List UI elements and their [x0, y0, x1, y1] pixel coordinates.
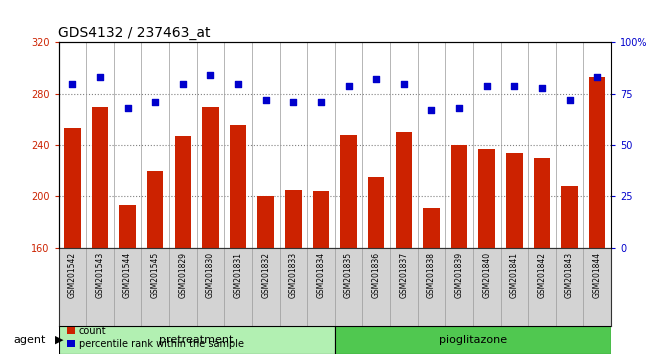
Text: agent: agent [13, 335, 46, 345]
Point [150, 99, 161, 105]
Text: GSM201543: GSM201543 [96, 252, 105, 298]
Text: GSM201841: GSM201841 [510, 252, 519, 298]
Point [426, 107, 437, 113]
Point [454, 105, 464, 111]
Legend: count, percentile rank within the sample: count, percentile rank within the sample [63, 322, 248, 353]
Bar [534, 158, 550, 248]
Text: pioglitazone: pioglitazone [439, 335, 507, 345]
Point [233, 81, 243, 86]
Text: GSM201545: GSM201545 [151, 252, 160, 298]
Text: GSM201833: GSM201833 [289, 252, 298, 298]
Text: GSM201838: GSM201838 [427, 252, 436, 298]
Text: GSM201837: GSM201837 [399, 252, 408, 298]
Point [316, 99, 326, 105]
Text: GSM201832: GSM201832 [261, 252, 270, 298]
Point [177, 81, 188, 86]
Text: GSM201843: GSM201843 [565, 252, 574, 298]
Text: pretreatment: pretreatment [159, 335, 234, 345]
Bar [395, 132, 412, 248]
Bar [478, 149, 495, 248]
Text: GSM201844: GSM201844 [593, 252, 602, 298]
Text: GSM201542: GSM201542 [68, 252, 77, 298]
Text: GSM201834: GSM201834 [317, 252, 326, 298]
Text: GSM201840: GSM201840 [482, 252, 491, 298]
Bar [335, 326, 611, 354]
Point [537, 85, 547, 91]
Text: GSM201835: GSM201835 [344, 252, 353, 298]
Point [205, 73, 216, 78]
Bar [451, 145, 467, 248]
Bar [174, 136, 191, 248]
Point [67, 81, 77, 86]
Text: GDS4132 / 237463_at: GDS4132 / 237463_at [58, 26, 211, 40]
Point [261, 97, 271, 103]
Bar [561, 186, 578, 248]
Bar [257, 196, 274, 248]
Bar [147, 171, 164, 248]
Text: GSM201829: GSM201829 [178, 252, 187, 298]
Text: GSM201830: GSM201830 [206, 252, 215, 298]
Bar [368, 177, 384, 248]
Point [343, 83, 354, 88]
Text: GSM201836: GSM201836 [372, 252, 381, 298]
Point [509, 83, 519, 88]
Point [122, 105, 133, 111]
Bar [64, 129, 81, 248]
Text: GSM201831: GSM201831 [233, 252, 242, 298]
Point [371, 76, 382, 82]
Bar [506, 153, 523, 248]
Text: ▶: ▶ [55, 335, 64, 345]
Bar [230, 125, 246, 248]
Point [398, 81, 409, 86]
Bar [589, 77, 606, 248]
Text: GSM201842: GSM201842 [538, 252, 547, 298]
Bar [313, 191, 329, 248]
Text: GSM201839: GSM201839 [454, 252, 463, 298]
Bar [341, 135, 357, 248]
Point [592, 75, 603, 80]
Bar [58, 326, 335, 354]
Bar [202, 107, 218, 248]
Point [288, 99, 298, 105]
Point [564, 97, 575, 103]
Bar [423, 208, 439, 248]
Bar [285, 190, 302, 248]
Point [482, 83, 492, 88]
Bar [120, 205, 136, 248]
Text: GSM201544: GSM201544 [123, 252, 132, 298]
Bar [92, 107, 108, 248]
Point [95, 75, 105, 80]
